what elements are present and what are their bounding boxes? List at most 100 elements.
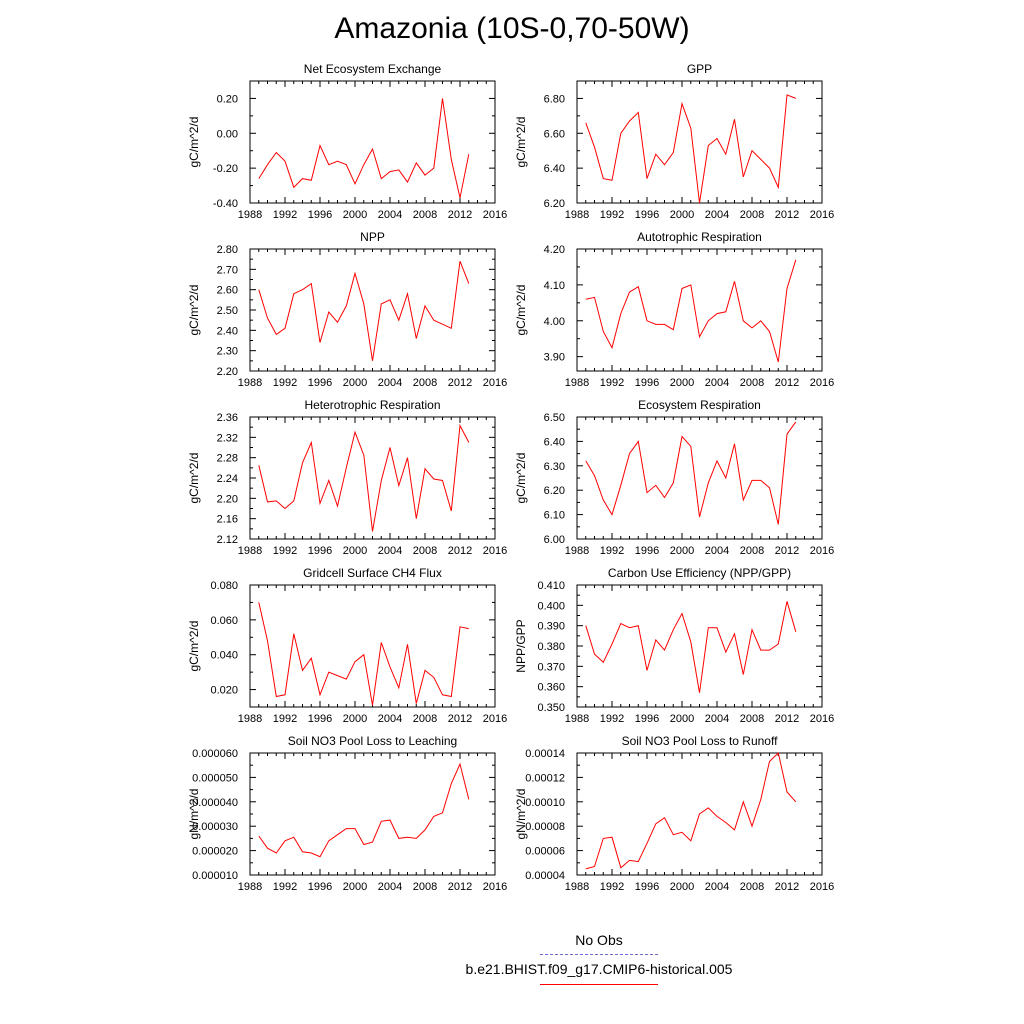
x-tick-label: 1992	[273, 377, 297, 389]
x-tick-label: 2004	[378, 713, 402, 725]
y-tick-label: 2.20	[217, 493, 238, 505]
y-tick-label: 6.40	[544, 436, 565, 448]
x-tick-label: 2000	[670, 713, 694, 725]
x-tick-label: 2004	[705, 545, 729, 557]
y-tick-label: 0.410	[537, 580, 565, 592]
y-tick-label: 6.60	[544, 128, 565, 140]
chart-panel-4: Autotrophic Respiration gC/m^2/d 1988 1992 1…	[514, 230, 834, 389]
legend-no-obs-swatch	[540, 954, 658, 955]
y-axis-label: gC/m^2/d	[514, 453, 528, 504]
y-tick-label: 0.400	[537, 600, 565, 612]
y-tick-label: 2.32	[217, 432, 238, 444]
x-tick-label: 1996	[308, 713, 332, 725]
y-tick-label: 6.20	[544, 198, 565, 210]
plot-frame	[249, 80, 496, 204]
x-tick-label: 2016	[810, 377, 834, 389]
y-axis-label: gC/m^2/d	[187, 117, 201, 168]
y-tick-label: 4.10	[544, 280, 565, 292]
y-tick-label: 0.060	[210, 615, 238, 627]
x-tick-label: 2008	[413, 545, 437, 557]
panel-title: Ecosystem Respiration	[638, 398, 761, 412]
x-tick-label: 2012	[448, 209, 472, 221]
x-tick-label: 1988	[565, 209, 589, 221]
y-tick-label: 0.00006	[525, 846, 565, 858]
y-axis-label: NPP/GPP	[514, 619, 528, 672]
x-tick-label: 2016	[483, 209, 507, 221]
legend-run-label: b.e21.BHIST.f09_g17.CMIP6-historical.005	[465, 961, 733, 977]
x-tick-label: 2004	[705, 881, 729, 893]
series-line	[585, 421, 797, 525]
y-tick-label: 0.350	[537, 702, 565, 714]
y-tick-label: 0.000030	[192, 821, 238, 833]
series-line	[258, 762, 470, 858]
y-tick-label: 3.90	[544, 352, 565, 364]
x-tick-label: 1988	[565, 881, 589, 893]
panel-title: Autotrophic Respiration	[637, 230, 762, 244]
y-tick-label: 0.020	[210, 685, 238, 697]
x-tick-label: 2012	[775, 881, 799, 893]
legend-no-obs-label: No Obs	[575, 932, 623, 948]
x-tick-label: 1988	[565, 545, 589, 557]
y-tick-label: 0.000040	[192, 797, 238, 809]
x-tick-label: 1988	[238, 881, 262, 893]
panel-title: GPP	[687, 62, 712, 76]
y-tick-label: 2.60	[217, 285, 238, 297]
y-tick-label: 0.390	[537, 621, 565, 633]
y-tick-label: 2.50	[217, 305, 238, 317]
x-tick-label: 2016	[483, 377, 507, 389]
x-tick-label: 1996	[635, 713, 659, 725]
x-tick-label: 2004	[378, 377, 402, 389]
y-tick-label: 0.000060	[192, 748, 238, 760]
x-tick-label: 2008	[740, 377, 764, 389]
y-tick-label: 4.00	[544, 316, 565, 328]
y-axis-label: gN/m^2/d	[187, 789, 201, 840]
y-tick-label: 0.360	[537, 682, 565, 694]
plot-frame	[576, 248, 823, 372]
x-tick-label: 2008	[413, 713, 437, 725]
y-axis-label: gC/m^2/d	[187, 285, 201, 336]
x-tick-label: 2008	[740, 881, 764, 893]
figure-title: Amazonia (10S-0,70-50W)	[334, 12, 690, 45]
y-tick-label: 2.30	[217, 346, 238, 358]
x-tick-label: 1996	[635, 881, 659, 893]
chart-panel-7: Gridcell Surface CH4 Flux gC/m^2/d 1988 199…	[187, 566, 507, 725]
x-tick-label: 2004	[378, 545, 402, 557]
y-tick-label: 0.080	[210, 580, 238, 592]
x-tick-label: 1992	[600, 881, 624, 893]
y-tick-label: 2.24	[217, 473, 238, 485]
panel-title: Gridcell Surface CH4 Flux	[303, 566, 442, 580]
y-tick-label: 0.00012	[525, 772, 565, 784]
y-tick-label: 6.00	[544, 534, 565, 546]
x-tick-label: 2016	[483, 713, 507, 725]
x-tick-label: 2012	[448, 377, 472, 389]
y-tick-label: 2.16	[217, 514, 238, 526]
plot-frame	[249, 416, 496, 540]
x-tick-label: 2008	[740, 713, 764, 725]
x-tick-label: 2004	[705, 209, 729, 221]
series-line	[585, 752, 797, 870]
series-line	[258, 423, 470, 532]
y-tick-label: 2.80	[217, 244, 238, 256]
chart-panel-2: GPP gC/m^2/d 1988 1992 1996 2000 2004 2008 2012 2…	[514, 62, 834, 221]
plot-frame	[576, 416, 823, 540]
y-tick-label: 0.20	[217, 93, 238, 105]
chart-panel-6: Ecosystem Respiration gC/m^2/d 1988 1992 199…	[514, 398, 834, 557]
x-tick-label: 1988	[238, 377, 262, 389]
y-tick-label: -0.20	[213, 163, 238, 175]
panel-title: Heterotrophic Respiration	[304, 398, 440, 412]
y-tick-label: 4.20	[544, 244, 565, 256]
plot-frame	[576, 80, 823, 204]
x-tick-label: 2000	[343, 377, 367, 389]
series-line	[585, 94, 796, 204]
x-tick-label: 1992	[600, 377, 624, 389]
x-tick-label: 2016	[483, 545, 507, 557]
x-tick-label: 2012	[448, 545, 472, 557]
x-tick-label: 2000	[343, 209, 367, 221]
y-tick-label: 6.20	[544, 485, 565, 497]
series-line	[258, 98, 470, 198]
x-tick-label: 1992	[600, 545, 624, 557]
y-axis-label: gC/m^2/d	[187, 453, 201, 504]
chart-panel-5: Heterotrophic Respiration gC/m^2/d 1988 199…	[187, 398, 507, 557]
x-tick-label: 1992	[273, 713, 297, 725]
x-tick-label: 2012	[775, 545, 799, 557]
